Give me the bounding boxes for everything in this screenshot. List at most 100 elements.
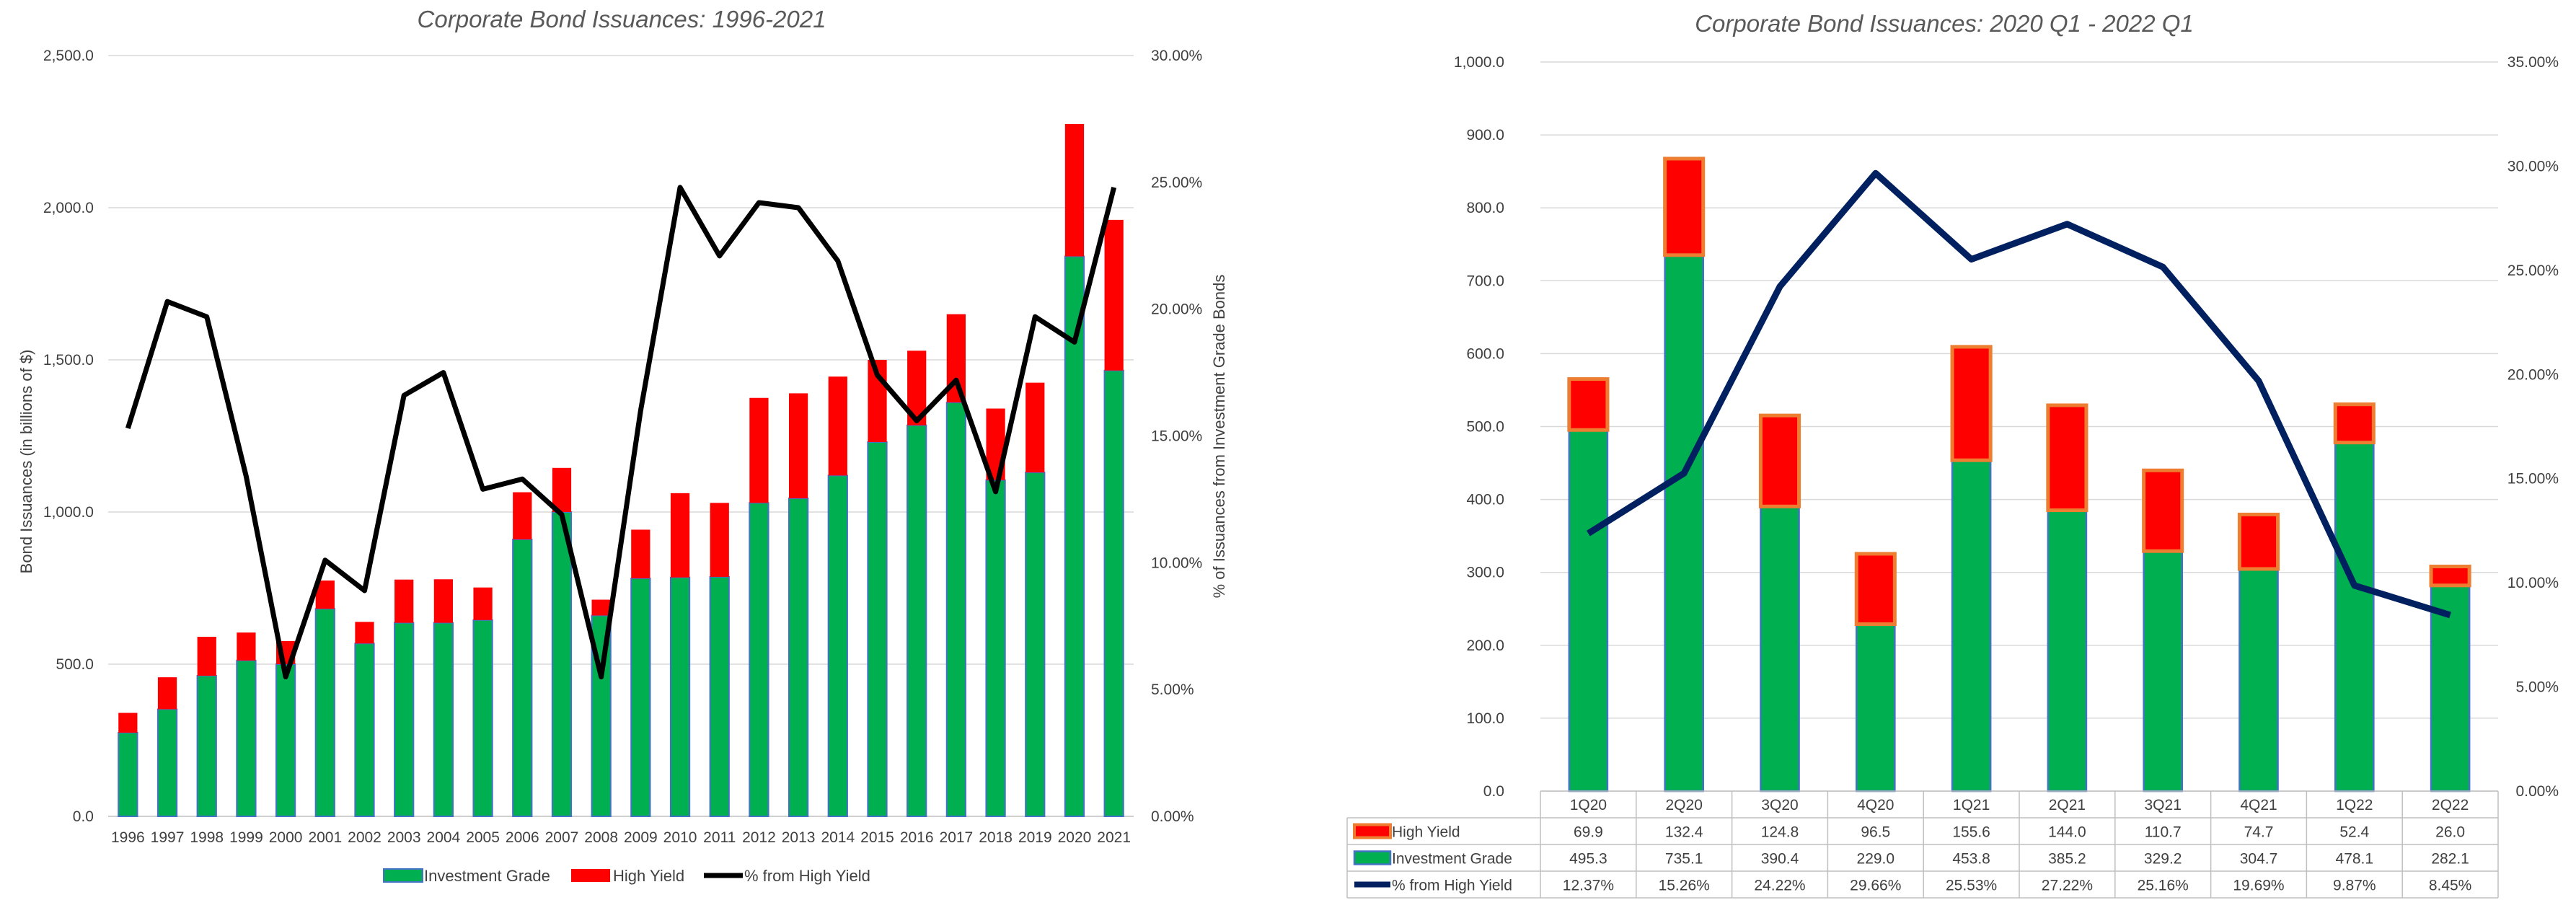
x-tick-label: 1997 [151,829,185,846]
y2-tick-label: 10.00% [2507,575,2559,591]
x-tick-label: 2016 [900,829,934,846]
y2-tick-label: 5.00% [2515,679,2559,696]
x-tick-label: 1Q20 [1570,797,1607,813]
bar-investment-grade [118,731,138,818]
bar-investment-grade [945,402,967,817]
bar-high-yield [749,397,769,503]
table-cell: 27.22% [2042,878,2093,894]
x-tick-label: 1999 [229,829,263,846]
bar-investment-grade [788,498,809,817]
bar-high-yield [1567,377,1610,432]
x-tick-label: 2017 [940,829,974,846]
y-tick-label: 1,500.0 [43,352,94,369]
x-tick-label: 2019 [1018,829,1052,846]
y2-tick-label: 25.00% [1151,175,1202,191]
chart-1-y2-axis: 0.00% 5.00% 10.00% 15.00% 20.00% 25.00% 30.00% [1151,48,1202,825]
table-cell: 124.8 [1761,824,1799,841]
table-cell: 478.1 [2336,851,2374,868]
table-cell: 15.26% [1659,878,1710,894]
x-tick-label: 1Q21 [1953,797,1990,813]
y2-tick-label: 30.00% [2507,158,2559,175]
line-pct-high-yield [1587,169,2451,619]
x-tick-label: 2014 [821,829,855,846]
table-cell: 19.69% [2233,878,2284,894]
legend-swatch-investment-grade [1353,850,1392,865]
bar-investment-grade [314,608,335,817]
y-tick-label: 900.0 [1466,127,1504,144]
y-tick-label: 200.0 [1466,638,1504,654]
legend-swatch-investment-grade [383,868,423,883]
legend-label-pct-high-yield: % from High Yield [744,867,870,885]
bar-investment-grade [1760,506,1800,793]
table-cell: 229.0 [1857,851,1895,868]
bar-high-yield [1950,345,1993,462]
bar-high-yield [1025,382,1045,473]
table-cell: 9.87% [2333,878,2376,894]
y-tick-label: 700.0 [1466,273,1504,289]
x-tick-label: 2021 [1097,829,1131,846]
x-tick-label: 2000 [269,829,303,846]
y-tick-label: 1,000.0 [1454,54,1504,71]
table-row-label-high-yield: High Yield [1392,824,1460,841]
x-tick-label: 2005 [466,829,500,846]
bar-investment-grade [394,622,415,817]
legend-label-high-yield: High Yield [613,867,684,885]
chart-1-bars [118,123,1124,818]
table-cell: 26.0 [2435,824,2465,841]
y-tick-label: 2,500.0 [43,48,94,64]
table-cell: 282.1 [2431,851,2469,868]
chart-1: Corporate Bond Issuances: 1996-2021 0.0 5… [17,6,1228,885]
bar-investment-grade [2047,509,2088,793]
bar-high-yield [591,599,611,616]
bar-investment-grade [1855,623,1896,793]
legend-label-investment-grade: Investment Grade [424,867,550,885]
x-tick-label: 2002 [348,829,381,846]
bar-high-yield [513,492,532,539]
bar-investment-grade [275,663,296,817]
bar-high-yield [2333,402,2376,445]
chart-2-data-table: 1Q20 2Q20 3Q20 4Q20 1Q21 2Q21 3Q21 4Q21 1Q22 2Q22… [1346,790,2499,899]
table-cell: 69.9 [1574,824,1603,841]
bar-investment-grade [433,622,454,817]
bar-investment-grade [354,643,375,818]
legend-swatch-high-yield [571,869,610,882]
y2-tick-label: 15.00% [2507,471,2559,488]
chart-1-y2-axis-label: % of Issuances from Investment Grade Bon… [1210,275,1228,599]
bar-high-yield [828,376,847,476]
bar-high-yield [788,393,808,499]
bar-investment-grade [2334,441,2375,793]
bar-investment-grade [472,619,493,817]
x-tick-label: 2Q21 [2049,797,2086,813]
bar-high-yield [1758,413,1801,508]
bar-high-yield [157,677,177,710]
table-cell: 144.0 [2048,824,2086,841]
x-tick-label: 2012 [742,829,776,846]
table-cell: 495.3 [1569,851,1607,868]
bar-investment-grade [907,424,927,817]
bar-high-yield [2237,512,2280,571]
bar-investment-grade [630,577,651,817]
x-tick-label: 3Q20 [1761,797,1798,813]
table-cell: 385.2 [2048,851,2086,868]
chart-1-gridlines [108,55,1134,817]
bar-investment-grade [867,441,888,817]
table-cell: 453.8 [1952,851,1990,868]
bar-investment-grade [512,538,533,817]
x-tick-label: 2006 [506,829,539,846]
table-cell: 304.7 [2240,851,2278,868]
table-cell: 8.45% [2429,878,2472,894]
bar-investment-grade [749,502,769,818]
table-cell: 25.16% [2138,878,2189,894]
bar-high-yield [197,637,216,676]
table-row-label-pct-high-yield: % from High Yield [1392,878,1512,894]
bar-high-yield [1064,123,1085,257]
bar-investment-grade [1951,459,1992,793]
chart-1-legend: Investment Grade High Yield % from High Yi… [383,867,870,885]
table-cell: 735.1 [1665,851,1703,868]
x-tick-label: 2008 [584,829,618,846]
x-tick-label: 1996 [111,829,145,846]
bar-investment-grade [709,575,730,817]
table-cell: 110.7 [2145,824,2182,841]
chart-2-y2-axis: 0.00% 5.00% 10.00% 15.00% 20.00% 25.00% 30.00%… [2507,54,2559,800]
y-tick-label: 500.0 [1466,419,1504,436]
